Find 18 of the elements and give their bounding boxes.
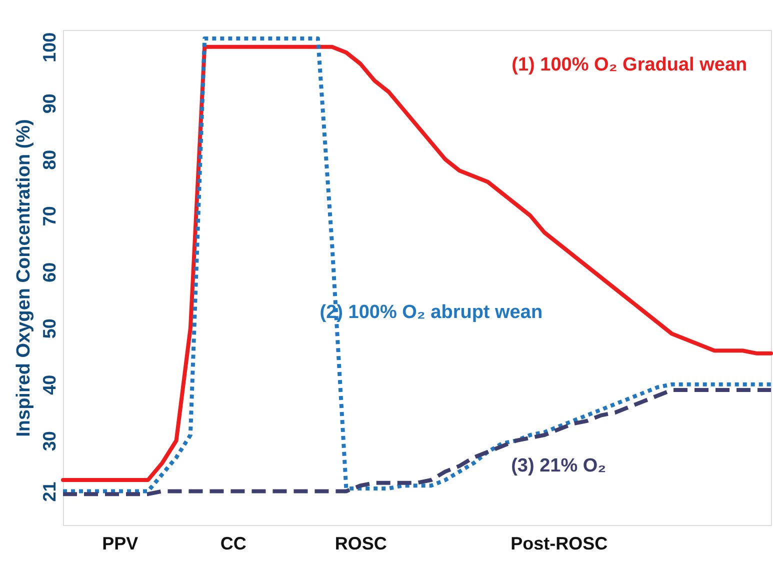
- y-tick-label: 80: [40, 150, 60, 170]
- y-tick-label: 50: [40, 318, 60, 339]
- x-tick-label: Post-ROSC: [510, 534, 608, 554]
- line-series: [61, 388, 773, 496]
- y-tick-label: 21: [40, 482, 60, 502]
- y-tick-label: 30: [40, 431, 60, 452]
- y-tick-label: 100: [40, 32, 60, 62]
- x-tick-label: PPV: [102, 534, 138, 554]
- y-tick-label: 60: [40, 262, 60, 282]
- x-tick-label: CC: [220, 534, 246, 554]
- y-tick-label: 70: [40, 206, 60, 226]
- series-label: (3) 21% O₂: [511, 456, 606, 477]
- y-axis-title: Inspired Oxygen Concentration (%): [14, 119, 34, 437]
- series-label: (2) 100% O₂ abrupt wean: [320, 302, 543, 324]
- y-tick-label: 40: [40, 374, 60, 395]
- text: (1) 100% O₂ Gradual wean: [512, 54, 748, 76]
- y-tick-label: 90: [40, 94, 60, 114]
- x-tick-label: ROSC: [334, 534, 387, 554]
